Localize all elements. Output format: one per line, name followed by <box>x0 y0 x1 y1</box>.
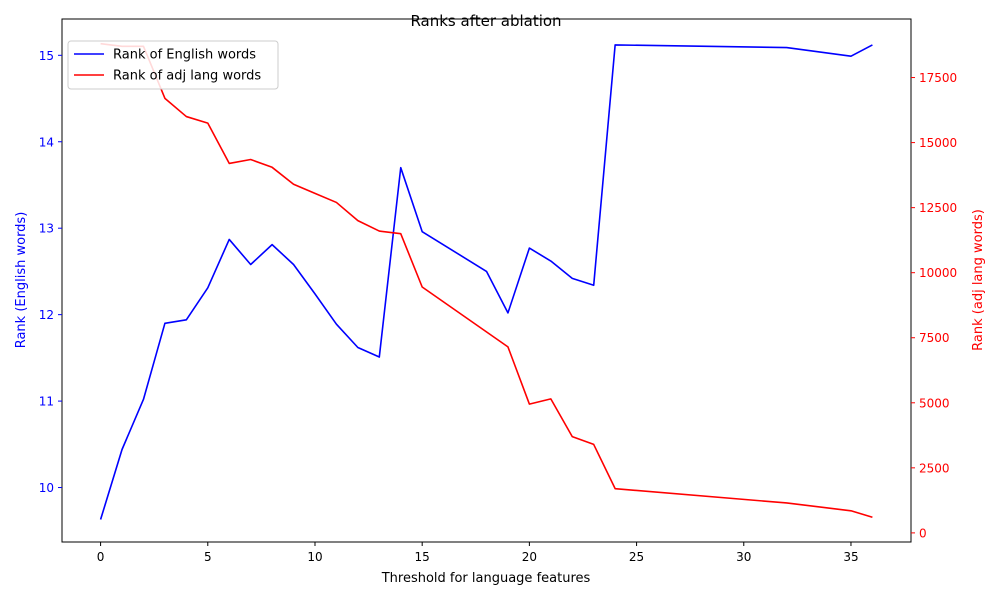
legend-label-adj: Rank of adj lang words <box>113 69 261 84</box>
plot-lines <box>99 42 873 520</box>
y-right-tick-label: 7500 <box>919 331 950 345</box>
legend-box <box>67 40 279 90</box>
x-tick-label: 15 <box>415 550 430 564</box>
y-axis-right: 0 2500 5000 7500 10000 12500 15000 17500 <box>911 71 957 540</box>
x-axis-title: Threshold for language features <box>381 571 591 586</box>
y-right-tick-label: 10000 <box>919 266 957 280</box>
y-right-tick-label: 5000 <box>919 396 950 410</box>
series-line-english <box>99 44 873 520</box>
y-axis-right-title: Rank (adj lang words) <box>971 209 986 351</box>
series-line-adj <box>100 42 873 519</box>
legend-label-english: Rank of English words <box>113 48 256 63</box>
y-left-tick-label: 13 <box>39 222 54 236</box>
x-tick-label: 30 <box>736 550 751 564</box>
chart-title: Ranks after ablation <box>410 12 561 30</box>
y-left-tick-label: 15 <box>39 49 54 63</box>
y-right-tick-label: 15000 <box>919 136 957 150</box>
y-right-tick-label: 12500 <box>919 201 957 215</box>
x-axis: 0 5 10 15 20 25 30 35 <box>97 542 859 564</box>
x-tick-label: 25 <box>629 550 644 564</box>
y-right-tick-label: 17500 <box>919 71 957 85</box>
y-left-tick-label: 11 <box>39 395 54 409</box>
y-right-tick-label: 2500 <box>919 461 950 475</box>
y-axis-left-title: Rank (English words) <box>14 212 29 349</box>
x-tick-label: 35 <box>843 550 858 564</box>
legend: Rank of English words Rank of adj lang w… <box>67 40 279 90</box>
x-tick-label: 5 <box>204 550 212 564</box>
x-tick-label: 20 <box>522 550 537 564</box>
y-left-tick-label: 12 <box>39 308 54 322</box>
y-left-tick-label: 10 <box>39 481 54 495</box>
y-left-tick-label: 14 <box>39 135 54 149</box>
y-right-tick-label: 0 <box>919 526 927 540</box>
plot-frame <box>61 18 912 543</box>
x-tick-label: 0 <box>97 550 105 564</box>
y-axis-left: 10 11 12 13 14 15 <box>39 49 62 495</box>
x-tick-label: 10 <box>307 550 322 564</box>
